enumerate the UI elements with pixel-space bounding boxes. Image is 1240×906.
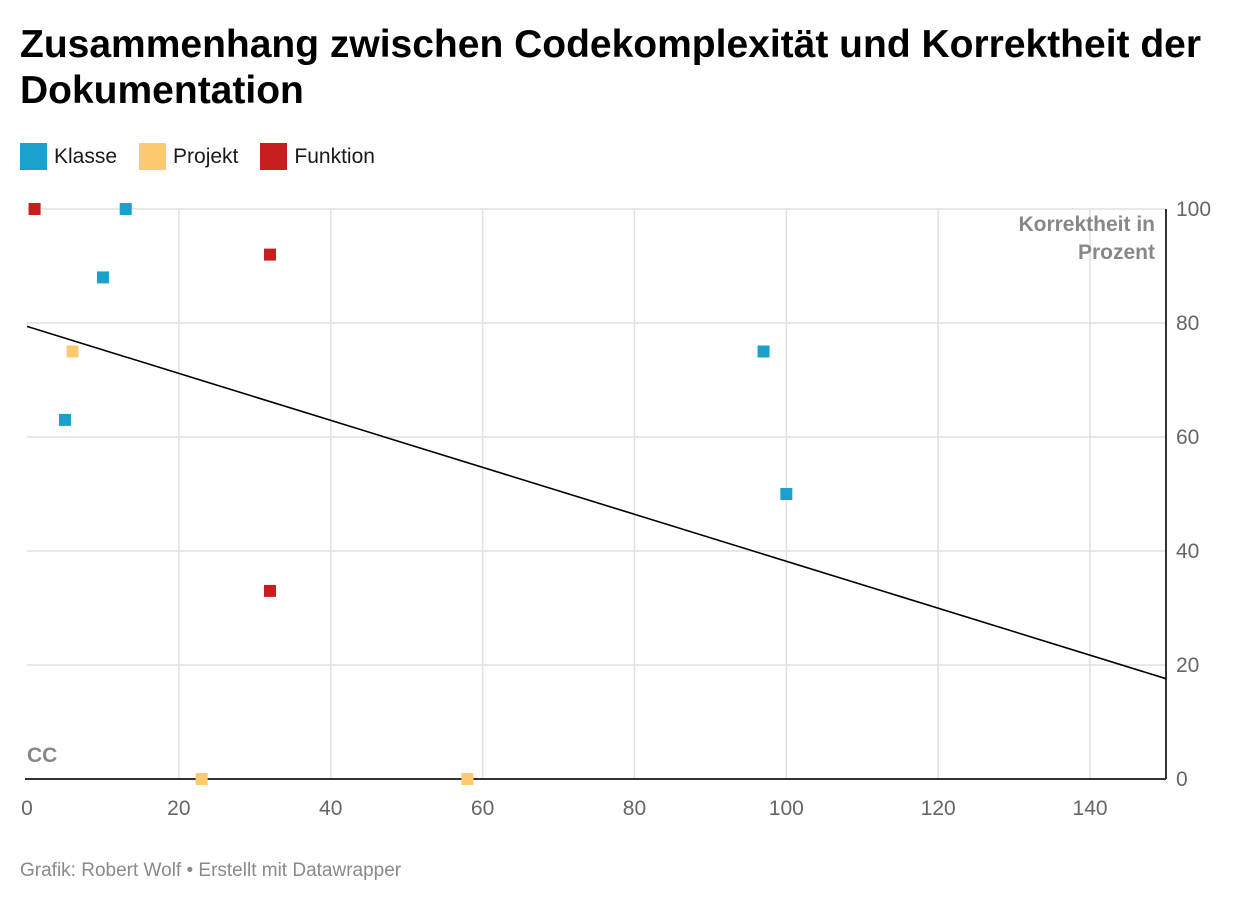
footer-credit: Grafik: Robert Wolf • Erstellt mit Dataw… xyxy=(20,860,402,881)
x-tick-label: 100 xyxy=(769,797,804,820)
grid xyxy=(27,208,1166,779)
legend-item-projekt: Projekt xyxy=(139,143,238,170)
trendline-layer xyxy=(26,325,1167,680)
x-tick-label: 120 xyxy=(921,797,956,820)
point-klasse xyxy=(757,345,770,358)
legend-label: Funktion xyxy=(294,144,375,168)
y-tick-label: 80 xyxy=(1176,312,1199,335)
x-tick-label: 60 xyxy=(471,797,494,820)
y-tick-label: 20 xyxy=(1176,654,1199,677)
legend-swatch xyxy=(20,143,47,170)
x-tick-label: 40 xyxy=(319,797,342,820)
legend-item-klasse: Klasse xyxy=(20,143,117,170)
legend-label: Projekt xyxy=(173,144,239,168)
x-tick-label: 0 xyxy=(21,797,33,820)
legend: Klasse Projekt Funktion xyxy=(20,143,375,170)
data-points xyxy=(28,203,793,785)
legend-label: Klasse xyxy=(54,144,118,168)
legend-item-funktion: Funktion xyxy=(260,143,375,170)
x-tick-label: 80 xyxy=(623,797,646,820)
x-tick-label: 20 xyxy=(167,797,190,820)
point-klasse xyxy=(119,203,132,215)
point-klasse xyxy=(780,488,793,500)
y-tick-label: 100 xyxy=(1176,198,1211,221)
scatter-chart: 0 20 40 60 80 100 0 20 40 60 80 100 120 140 Korrekthei… xyxy=(21,198,1211,820)
point-funktion xyxy=(28,203,41,215)
point-funktion xyxy=(263,248,276,261)
point-projekt xyxy=(195,773,208,785)
point-klasse xyxy=(96,271,109,284)
trendline xyxy=(26,325,1167,680)
x-axis-title: CC xyxy=(27,744,57,767)
y-axis-title: Korrektheit in Prozent xyxy=(1018,213,1155,264)
x-tick-label: 140 xyxy=(1073,797,1108,820)
legend-swatch xyxy=(260,143,288,170)
legend-swatch xyxy=(139,143,167,170)
point-projekt xyxy=(461,773,474,785)
chart-title: Zusammenhang zwischen Codekomplexität un… xyxy=(20,23,1202,112)
point-funktion xyxy=(263,584,276,597)
y-tick-label: 60 xyxy=(1176,426,1199,449)
point-projekt xyxy=(66,345,79,358)
point-klasse xyxy=(58,413,71,426)
y-tick-label: 0 xyxy=(1176,768,1188,791)
y-tick-label: 40 xyxy=(1176,540,1199,563)
axes: 0 20 40 60 80 100 0 20 40 60 80 100 120 140 Korrekthei… xyxy=(21,198,1211,820)
